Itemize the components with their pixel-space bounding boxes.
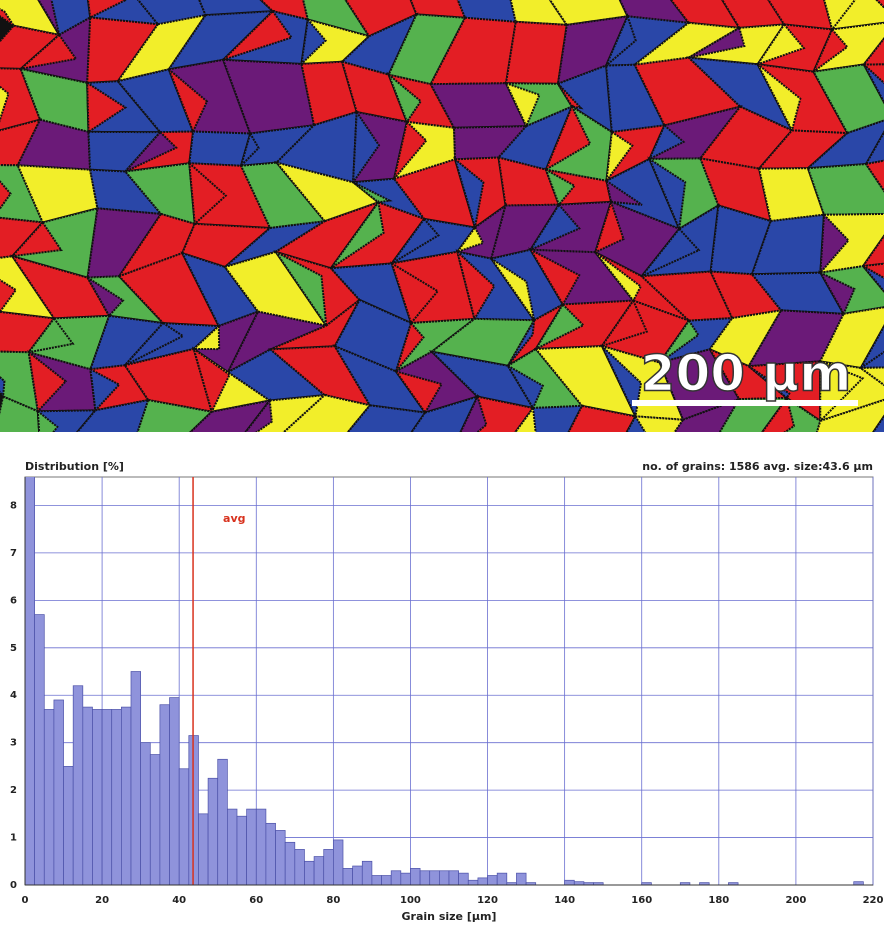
bar [459,873,469,885]
bar [35,615,45,885]
x-tick-label: 80 [326,895,340,906]
bar [285,842,295,885]
x-tick-label: 20 [95,895,109,906]
x-tick-label: 120 [477,895,498,906]
bar [170,698,180,885]
info-text: no. of grains: 1586 avg. size:43.6 µm [642,460,873,473]
grain [506,22,567,84]
bar [488,876,498,885]
bar [256,809,266,885]
page: 200 µm Distribution [%] no. of grains: 1… [0,0,884,926]
x-tick-label: 100 [400,895,421,906]
bar [410,868,420,885]
bar [295,849,305,885]
bar [382,876,392,885]
bar [83,707,93,885]
x-tick-label: 0 [22,895,29,906]
bar [314,857,324,885]
bar [179,769,189,885]
bar [131,672,141,885]
bar [266,823,276,885]
y-tick-label: 5 [10,643,17,654]
bar [362,861,372,885]
bar [44,709,54,885]
y-tick-label: 4 [10,690,17,701]
x-axis-title: Grain size [µm] [402,910,497,923]
scale-label: 200 µm [641,345,852,403]
bar [237,816,247,885]
y-axis-title: Distribution [%] [25,460,124,473]
bar [198,814,208,885]
bar [73,686,83,885]
bar [333,840,343,885]
x-tick-label: 180 [708,895,729,906]
bar [276,830,286,885]
avg-label: avg [223,512,245,525]
x-tick-label: 60 [249,895,263,906]
bar [372,876,382,885]
bar [304,861,314,885]
bar [102,709,112,885]
bar [324,849,334,885]
bar [150,755,160,885]
bar [160,705,170,885]
bar [430,871,440,885]
bar [343,868,353,885]
bar [121,707,131,885]
x-tick-label: 160 [631,895,652,906]
bar [565,880,575,885]
bar [112,709,122,885]
bar [401,873,411,885]
bar [516,873,526,885]
y-tick-label: 8 [10,500,17,511]
bar [420,871,430,885]
bar [497,873,507,885]
bar [218,759,228,885]
bar [25,434,35,885]
y-tick-label: 1 [10,833,17,844]
bar [449,871,459,885]
chart: Distribution [%] no. of grains: 1586 avg… [0,432,884,926]
bar [208,778,218,885]
y-tick-label: 2 [10,785,17,796]
x-tick-label: 40 [172,895,186,906]
bar [64,766,74,885]
bar [468,880,478,885]
bar [439,871,449,885]
bar [247,809,257,885]
grain [189,132,250,166]
x-tick-label: 200 [785,895,806,906]
bar [92,709,102,885]
bar [227,809,237,885]
x-tick-label: 140 [554,895,575,906]
bar [478,878,488,885]
y-tick-label: 0 [10,880,17,891]
bar [54,700,64,885]
grain-map: 200 µm [0,0,884,432]
bar [353,866,363,885]
y-tick-label: 7 [10,548,17,559]
x-tick-label: 220 [863,895,884,906]
y-tick-label: 6 [10,595,17,606]
bar [391,871,401,885]
y-tick-label: 3 [10,738,17,749]
bar [141,743,151,885]
